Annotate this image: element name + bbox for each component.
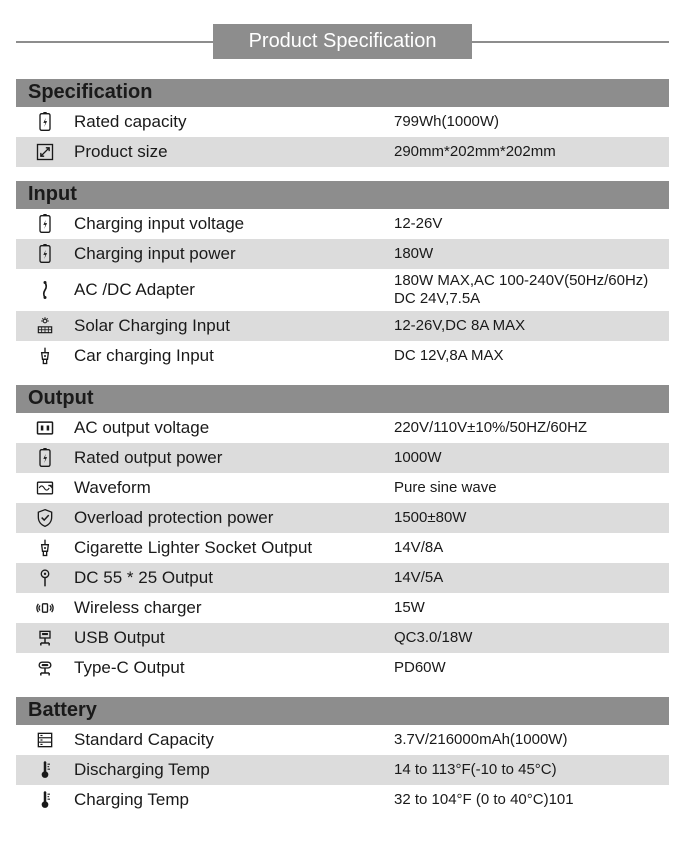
spec-value: 14V/5A	[394, 569, 669, 587]
spec-label: Wireless charger	[74, 598, 394, 618]
spec-label: Charging input power	[74, 244, 394, 264]
spec-label: Waveform	[74, 478, 394, 498]
wireless-icon	[16, 598, 74, 618]
spec-row: Cigarette Lighter Socket Output14V/8A	[16, 533, 669, 563]
spec-value: 1000W	[394, 449, 669, 467]
spec-label: Charging Temp	[74, 790, 394, 810]
spec-label: Standard Capacity	[74, 730, 394, 750]
spec-label: Cigarette Lighter Socket Output	[74, 538, 394, 558]
section-header: Input	[16, 181, 669, 209]
battery-bolt-icon	[16, 244, 74, 264]
ac-outlet-icon	[16, 418, 74, 438]
dc-pin-icon	[16, 568, 74, 588]
spec-label: DC 55 * 25 Output	[74, 568, 394, 588]
spec-label: Overload protection power	[74, 508, 394, 528]
spec-value: 32 to 104°F (0 to 40°C)101	[394, 791, 669, 809]
spec-value: 1500±80W	[394, 509, 669, 527]
spec-value: 15W	[394, 599, 669, 617]
spec-row: Overload protection power1500±80W	[16, 503, 669, 533]
spec-value: 14 to 113°F(-10 to 45°C)	[394, 761, 669, 779]
spec-row: Charging input voltage12-26V	[16, 209, 669, 239]
resize-square-icon	[16, 142, 74, 162]
section-header: Specification	[16, 79, 669, 107]
solar-icon	[16, 316, 74, 336]
battery-bolt-icon	[16, 112, 74, 132]
spec-row: Product size290mm*202mm*202mm	[16, 137, 669, 167]
spec-label: Type-C Output	[74, 658, 394, 678]
thermometer-icon	[16, 790, 74, 810]
car-plug-icon	[16, 346, 74, 366]
spec-value: 180W	[394, 245, 669, 263]
type-c-icon	[16, 658, 74, 678]
battery-bolt-icon	[16, 448, 74, 468]
spec-row: Rated output power1000W	[16, 443, 669, 473]
page-title-bar: Product Specification	[16, 24, 669, 59]
spec-row: Discharging Temp14 to 113°F(-10 to 45°C)	[16, 755, 669, 785]
spec-row: Wireless charger15W	[16, 593, 669, 623]
spec-row: DC 55 * 25 Output14V/5A	[16, 563, 669, 593]
spec-value: QC3.0/18W	[394, 629, 669, 647]
spec-row: Solar Charging Input12-26V,DC 8A MAX	[16, 311, 669, 341]
spec-value: PD60W	[394, 659, 669, 677]
spec-row: AC output voltage220V/110V±10%/50HZ/60HZ	[16, 413, 669, 443]
spec-label: Product size	[74, 142, 394, 162]
spec-row: USB OutputQC3.0/18W	[16, 623, 669, 653]
spec-label: Solar Charging Input	[74, 316, 394, 336]
spec-value: 12-26V	[394, 215, 669, 233]
spec-value: 180W MAX,AC 100-240V(50Hz/60Hz) DC 24V,7…	[394, 272, 669, 308]
spec-label: USB Output	[74, 628, 394, 648]
title-rule-right	[472, 41, 669, 43]
spec-value: 799Wh(1000W)	[394, 113, 669, 131]
thermometer-icon	[16, 760, 74, 780]
spec-label: AC /DC Adapter	[74, 280, 394, 300]
spec-label: Charging input voltage	[74, 214, 394, 234]
spec-section: SpecificationRated capacity799Wh(1000W)P…	[16, 79, 669, 167]
spec-value: DC 12V,8A MAX	[394, 347, 669, 365]
car-plug-icon	[16, 538, 74, 558]
page-title: Product Specification	[213, 24, 473, 59]
spec-value: 220V/110V±10%/50HZ/60HZ	[394, 419, 669, 437]
section-header: Battery	[16, 697, 669, 725]
spec-label: Rated output power	[74, 448, 394, 468]
spec-value: 12-26V,DC 8A MAX	[394, 317, 669, 335]
usb-icon	[16, 628, 74, 648]
spec-row: Standard Capacity3.7V/216000mAh(1000W)	[16, 725, 669, 755]
spec-row: Rated capacity799Wh(1000W)	[16, 107, 669, 137]
spec-value: 3.7V/216000mAh(1000W)	[394, 731, 669, 749]
spec-label: AC output voltage	[74, 418, 394, 438]
spec-row: Charging Temp32 to 104°F (0 to 40°C)101	[16, 785, 669, 815]
adapter-icon	[16, 280, 74, 300]
section-header: Output	[16, 385, 669, 413]
spec-row: Type-C OutputPD60W	[16, 653, 669, 683]
spec-value: 14V/8A	[394, 539, 669, 557]
spec-section: BatteryStandard Capacity3.7V/216000mAh(1…	[16, 697, 669, 815]
spec-value: 290mm*202mm*202mm	[394, 143, 669, 161]
spec-label: Car charging Input	[74, 346, 394, 366]
battery-cells-icon	[16, 730, 74, 750]
spec-value: Pure sine wave	[394, 479, 669, 497]
spec-row: WaveformPure sine wave	[16, 473, 669, 503]
spec-section: InputCharging input voltage12-26VChargin…	[16, 181, 669, 371]
spec-row: AC /DC Adapter180W MAX,AC 100-240V(50Hz/…	[16, 269, 669, 311]
spec-row: Charging input power180W	[16, 239, 669, 269]
spec-row: Car charging InputDC 12V,8A MAX	[16, 341, 669, 371]
shield-icon	[16, 508, 74, 528]
spec-label: Rated capacity	[74, 112, 394, 132]
waveform-icon	[16, 478, 74, 498]
battery-bolt-icon	[16, 214, 74, 234]
spec-label: Discharging Temp	[74, 760, 394, 780]
spec-section: OutputAC output voltage220V/110V±10%/50H…	[16, 385, 669, 683]
title-rule-left	[16, 41, 213, 43]
